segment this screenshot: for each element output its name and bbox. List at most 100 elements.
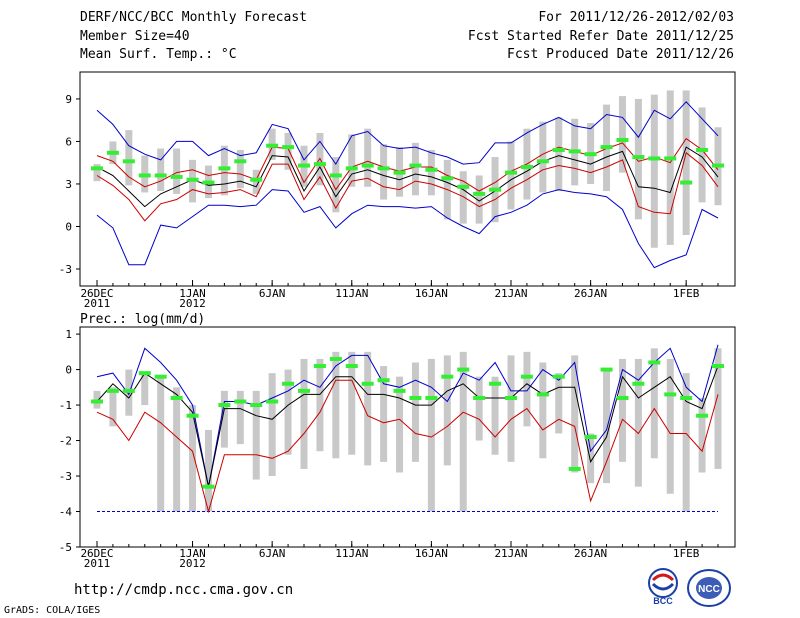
min-line: [96, 379, 719, 514]
median-tick: [282, 145, 295, 150]
y-tick-label: 9: [65, 93, 72, 106]
median-tick: [122, 159, 135, 164]
median-tick: [457, 184, 470, 189]
median-tick: [536, 159, 549, 164]
range-box: [459, 351, 467, 512]
median-tick: [186, 413, 199, 418]
produced-date: Fcst Produced Date 2011/12/26: [507, 47, 734, 62]
range-box: [555, 117, 563, 192]
range-box: [220, 145, 228, 196]
range-box: [459, 171, 467, 224]
range-box: [650, 94, 658, 248]
range-box: [603, 369, 611, 484]
x-tick-label: 26DEC: [80, 287, 113, 300]
range-box: [618, 96, 626, 173]
range-box: [316, 358, 324, 452]
range-box: [587, 433, 595, 484]
range-box: [411, 362, 419, 462]
median-tick: [568, 466, 581, 471]
median-tick: [106, 150, 119, 155]
min-line: [96, 189, 719, 269]
y-tick-label: -2: [59, 435, 72, 448]
median-tick: [313, 364, 326, 369]
bcc-logo: BCC: [648, 568, 678, 606]
median-tick: [664, 156, 677, 161]
range-box: [682, 373, 690, 512]
range-box: [396, 376, 404, 473]
range-box: [109, 387, 117, 427]
median-tick: [329, 173, 342, 178]
range-box: [507, 141, 515, 210]
median-tick: [138, 173, 151, 178]
x-tick-label: 1JAN: [179, 547, 206, 560]
median-tick: [600, 145, 613, 150]
y-tick-label: -3: [59, 263, 72, 276]
range-box: [284, 132, 292, 170]
range-box: [666, 90, 674, 245]
prec-title: Prec.: log(mm/d): [80, 312, 205, 327]
median-tick: [552, 374, 565, 379]
range-box: [634, 358, 642, 487]
range-box: [220, 390, 228, 448]
y-tick-label: 0: [65, 364, 72, 377]
range-box: [252, 169, 260, 194]
y-axis: -3 0 3 6 9: [59, 93, 80, 276]
ncc-logo-text: NCC: [698, 584, 720, 595]
median-tick: [377, 166, 390, 171]
median-tick: [313, 162, 326, 167]
median-tick: [473, 191, 486, 196]
plot-frame: [79, 71, 736, 287]
median-tick: [298, 163, 310, 168]
forecast-title: DERF/NCC/BCC Monthly Forecast: [80, 10, 307, 25]
range-box: [411, 142, 419, 196]
median-tick: [106, 388, 119, 393]
x-tick-label: 16JAN: [415, 287, 448, 300]
x-tick-label: 16JAN: [415, 547, 448, 560]
source-url[interactable]: http://cmdp.ncc.cma.gov.cn: [74, 582, 294, 598]
lower-line: [96, 151, 719, 222]
median-tick: [712, 163, 724, 168]
forecast-period: For 2011/12/26-2012/02/03: [538, 10, 734, 25]
x-tick-label: 1FEB: [673, 287, 700, 300]
range-box: [427, 149, 435, 196]
y-tick-label: 6: [65, 135, 72, 148]
median-tick: [409, 395, 422, 400]
median-tick: [505, 395, 517, 400]
range-box: [173, 387, 181, 512]
y-tick-label: -3: [59, 470, 72, 483]
max-line: [96, 344, 719, 487]
median-tick: [186, 177, 199, 182]
range-box: [348, 351, 356, 455]
median-tick: [489, 381, 502, 386]
median-tick: [520, 164, 533, 169]
range-box: [157, 148, 165, 192]
range-box: [252, 390, 260, 480]
median-tick: [664, 392, 677, 397]
median-tick: [568, 149, 581, 154]
ncc-logo: NCC: [687, 569, 731, 607]
median-tick: [218, 403, 231, 408]
range-box: [364, 128, 372, 187]
variable-label: Mean Surf. Temp.: °C: [80, 47, 237, 62]
median-tick: [632, 155, 645, 160]
range-box: [236, 149, 244, 189]
x-tick-label: 11JAN: [335, 547, 368, 560]
median-tick: [298, 388, 310, 393]
y-tick-label: 1: [65, 328, 72, 341]
x-tick-label: 6JAN: [259, 287, 286, 300]
x-tick-label: 21JAN: [494, 547, 527, 560]
bcc-logo-text: BCC: [653, 596, 673, 606]
median-tick: [584, 152, 597, 157]
x-tick-sublabel: 2012: [179, 297, 206, 310]
median-tick: [345, 364, 358, 369]
median-tick: [345, 166, 358, 171]
range-box: [364, 351, 372, 466]
median-tick: [696, 413, 709, 418]
median-tick: [425, 395, 438, 400]
median-tick: [680, 180, 693, 185]
